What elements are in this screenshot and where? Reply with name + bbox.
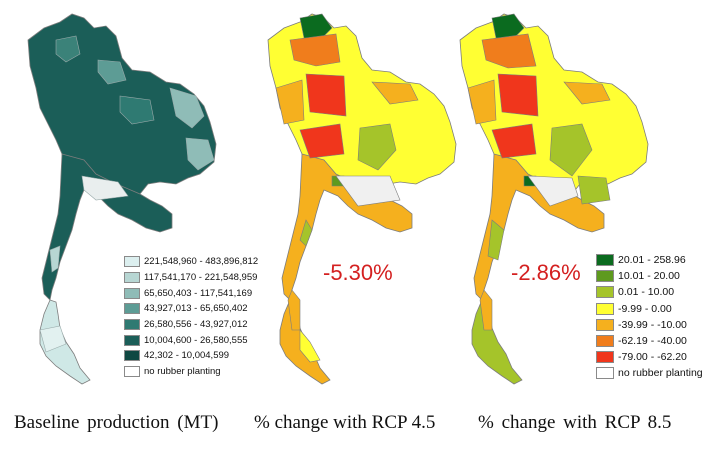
- province-shape: [275, 79, 305, 125]
- legend-swatch: [596, 367, 614, 380]
- legend-swatch: [124, 366, 140, 378]
- legend-item: no rubber planting: [124, 364, 258, 380]
- legend-swatch: [596, 318, 614, 331]
- legend-label: 10.01 - 20.00: [618, 270, 680, 283]
- legend-swatch: [596, 335, 614, 348]
- legend-item: 42,302 - 10,004,599: [124, 348, 258, 364]
- legend-item: -62.19 - -40.00: [596, 333, 703, 349]
- legend-swatch: [124, 319, 140, 331]
- legend-item: 0.01 - 10.00: [596, 284, 703, 300]
- legend-item: -79.00 - -62.20: [596, 349, 703, 365]
- legend-label: -62.19 - -40.00: [618, 335, 687, 348]
- legend-item: -9.99 - 0.00: [596, 301, 703, 317]
- province-shape: [81, 175, 129, 201]
- province-shape: [487, 219, 505, 261]
- caption-rcp45: % change with RCP 4.5: [254, 412, 436, 433]
- province-shape: [299, 219, 313, 247]
- province-shape: [527, 175, 579, 207]
- province-shape: [357, 123, 397, 171]
- legend-item: 26,580,556 - 43,927,012: [124, 317, 258, 333]
- legend-label: no rubber planting: [144, 366, 221, 378]
- map-panel-rcp85: [432, 0, 672, 400]
- legend-item: 20.01 - 258.96: [596, 252, 703, 268]
- legend-label: 221,548,960 - 483,896,812: [144, 256, 259, 268]
- province-shape: [299, 13, 333, 41]
- legend-label: -9.99 - 0.00: [618, 302, 672, 315]
- legend-label: 43,927,013 - 65,650,402: [144, 303, 248, 315]
- legend-item: -39.99 - -10.00: [596, 317, 703, 333]
- province-shape: [299, 329, 321, 363]
- legend-swatch: [124, 350, 140, 362]
- legend-swatch: [124, 287, 140, 299]
- province-shape: [491, 13, 525, 41]
- legend-label: -39.99 - -10.00: [618, 318, 687, 331]
- province-shape: [49, 245, 61, 273]
- province-shape: [335, 175, 401, 207]
- legend-label: 42,302 - 10,004,599: [144, 350, 230, 362]
- thailand-map-rcp85: [459, 13, 649, 385]
- legend-swatch: [124, 256, 140, 268]
- legend-baseline: 221,548,960 - 483,896,812 117,541,170 - …: [124, 254, 258, 380]
- thailand-map-baseline: [27, 13, 217, 385]
- province-shape: [371, 81, 419, 105]
- legend-swatch: [124, 272, 140, 284]
- province-shape: [55, 35, 81, 63]
- thailand-map-rcp45: [267, 13, 457, 385]
- legend-swatch: [596, 302, 614, 315]
- legend-item: 65,650,403 - 117,541,169: [124, 285, 258, 301]
- legend-item: 221,548,960 - 483,896,812: [124, 254, 258, 270]
- province-shape: [289, 33, 341, 67]
- legend-item: no rubber planting: [596, 365, 703, 381]
- province-shape: [479, 289, 493, 331]
- legend-label: 117,541,170 - 221,548,959: [144, 272, 258, 284]
- legend-label: 0.01 - 10.00: [618, 286, 675, 299]
- caption-baseline: Baseline production (MT): [14, 412, 219, 433]
- province-shape: [305, 73, 347, 117]
- legend-item: 10.01 - 20.00: [596, 268, 703, 284]
- legend-item: 117,541,170 - 221,548,959: [124, 270, 258, 286]
- legend-label: 65,650,403 - 117,541,169: [144, 287, 253, 299]
- province-shape: [481, 33, 537, 69]
- province-shape: [577, 175, 611, 205]
- province-shape: [299, 123, 345, 159]
- legend-item: 10,004,600 - 26,580,555: [124, 332, 258, 348]
- map-panel-baseline: [0, 0, 240, 400]
- legend-label: 20.01 - 258.96: [618, 254, 686, 267]
- change-percent-rcp45: -5.30%: [323, 260, 393, 285]
- caption-rcp85: % change with RCP 8.5: [478, 412, 672, 433]
- province-shape: [563, 81, 611, 105]
- province-shape: [119, 95, 155, 125]
- legend-swatch: [596, 270, 614, 283]
- legend-label: 10,004,600 - 26,580,555: [144, 334, 248, 346]
- region-south: [471, 299, 523, 385]
- legend-swatch: [596, 351, 614, 364]
- province-shape: [491, 123, 537, 159]
- legend-swatch: [596, 254, 614, 267]
- map-panel-rcp45: [240, 0, 480, 400]
- legend-label: 26,580,556 - 43,927,012: [144, 319, 248, 331]
- province-shape: [185, 137, 215, 171]
- legend-change: 20.01 - 258.96 10.01 - 20.00 0.01 - 10.0…: [596, 252, 703, 382]
- legend-item: 43,927,013 - 65,650,402: [124, 301, 258, 317]
- legend-label: no rubber planting: [618, 367, 703, 380]
- legend-swatch: [124, 334, 140, 346]
- province-shape: [169, 87, 205, 129]
- province-shape: [287, 289, 301, 331]
- province-shape: [39, 325, 67, 353]
- legend-swatch: [596, 286, 614, 299]
- province-shape: [97, 59, 127, 85]
- province-shape: [497, 73, 539, 117]
- change-percent-rcp85: -2.86%: [511, 260, 581, 285]
- legend-swatch: [124, 303, 140, 315]
- legend-label: -79.00 - -62.20: [618, 351, 687, 364]
- province-shape: [467, 79, 497, 125]
- province-shape: [549, 123, 593, 177]
